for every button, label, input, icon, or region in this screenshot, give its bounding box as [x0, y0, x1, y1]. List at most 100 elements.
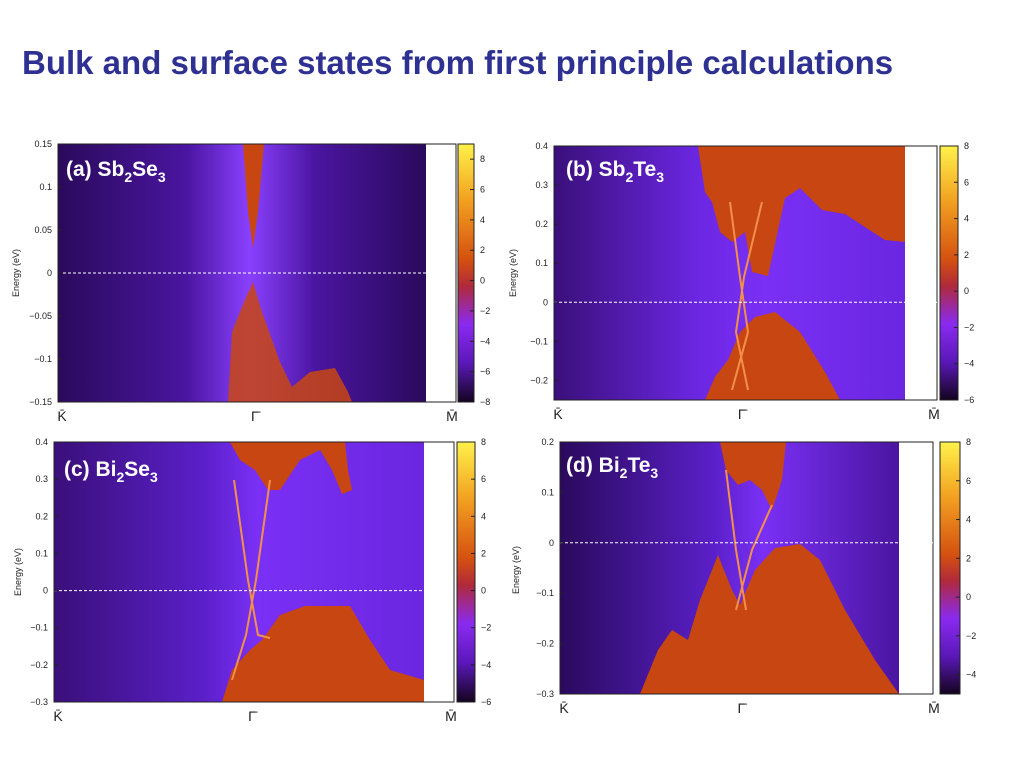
x-tick-label: Γ̄: [248, 708, 258, 724]
colorbar-tick-label: 4: [480, 215, 485, 225]
colorbar-tick-label: 2: [480, 245, 485, 255]
panel-d-bi2te3: 0.2 0.1 0 −0.1 −0.2 −0.3 Energy (eV) K̄ Γ̄ M̄ 8…: [511, 437, 976, 716]
y-tick-label: −0.1: [30, 623, 48, 633]
panel-a-sb2se3: 0.15 0.1 0.05 0 −0.05 −0.1 −0.15 Energy (eV) K…: [11, 139, 490, 424]
panel-d-plot: [560, 442, 933, 694]
y-tick-label: −0.3: [30, 697, 48, 707]
bulk-conduction-band: [230, 442, 352, 494]
y-tick-label: 0.15: [34, 139, 52, 149]
bulk-conduction-band: [720, 442, 786, 510]
x-tick-label: K̄: [53, 708, 63, 724]
colorbar-tick-label: −4: [964, 359, 974, 369]
y-tick-label: −0.2: [530, 375, 548, 385]
panel-c-y-axis: 0.4 0.3 0.2 0.1 0 −0.1 −0.2 −0.3: [30, 437, 58, 707]
colorbar-tick-label: 4: [481, 511, 486, 521]
colorbar-tick-label: 2: [964, 250, 969, 260]
panel-c-x-axis: K̄ Γ̄ M̄: [53, 708, 457, 724]
colorbar-tick-label: 8: [964, 141, 969, 151]
x-tick-label: K̄: [553, 406, 563, 422]
panel-d-y-label: Energy (eV): [511, 546, 521, 594]
y-tick-label: −0.05: [29, 311, 52, 321]
colorbar-tick-label: 0: [480, 276, 485, 286]
panel-b-colorbar: 8 6 4 2 0 −2 −4 −6: [939, 141, 974, 405]
y-tick-label: 0.2: [35, 511, 48, 521]
colorbar-tick-label: 6: [480, 185, 485, 195]
y-tick-label: −0.2: [536, 639, 554, 649]
y-tick-label: 0.2: [541, 437, 554, 447]
bulk-valence-band: [705, 312, 840, 400]
colorbar-tick-label: −2: [480, 306, 490, 316]
colorbar-tick-label: −4: [481, 660, 491, 670]
colorbar-tick-label: −8: [480, 397, 490, 407]
colorbar-gradient: [939, 145, 959, 401]
y-tick-label: −0.1: [34, 354, 52, 364]
bulk-conduction-band: [243, 144, 264, 248]
panel-a-y-label: Energy (eV): [11, 249, 21, 297]
y-tick-label: −0.3: [536, 689, 554, 699]
x-tick-label: Γ̄: [738, 700, 748, 716]
colorbar-tick-label: −2: [966, 631, 976, 641]
panel-b-label: (b) Sb2Te3: [566, 158, 664, 185]
colorbar-tick-label: 4: [964, 214, 969, 224]
colorbar-tick-label: −6: [480, 367, 490, 377]
colorbar-tick-label: 2: [481, 548, 486, 558]
panel-d-x-axis: K̄ Γ̄ M̄: [559, 700, 940, 716]
panel-c-bi2se3: 0.4 0.3 0.2 0.1 0 −0.1 −0.2 −0.3 Energy (eV) K̄…: [13, 437, 491, 724]
colorbar-tick-label: 8: [966, 437, 971, 447]
x-tick-label: M̄: [928, 700, 940, 716]
panel-a-x-axis: K̄ Γ̄ M̄: [57, 408, 458, 424]
y-tick-label: −0.1: [536, 588, 554, 598]
y-tick-label: 0.4: [535, 141, 548, 151]
colorbar-tick-label: −4: [966, 670, 976, 680]
panel-a-plot: [58, 144, 456, 402]
colorbar-gradient: [456, 441, 476, 703]
x-tick-label: M̄: [445, 708, 457, 724]
colorbar-tick-label: 8: [480, 154, 485, 164]
bulk-valence-band: [222, 606, 424, 702]
y-tick-label: 0: [47, 268, 52, 278]
colorbar-tick-label: 4: [966, 515, 971, 525]
x-tick-label: Γ̄: [251, 408, 261, 424]
y-tick-label: 0.3: [35, 474, 48, 484]
y-tick-label: 0.1: [541, 487, 554, 497]
y-tick-label: 0.1: [39, 182, 52, 192]
colorbar-tick-label: 8: [481, 437, 486, 447]
y-tick-label: 0.05: [34, 225, 52, 235]
y-tick-label: 0.1: [35, 548, 48, 558]
slide-title: Bulk and surface states from first princ…: [22, 44, 894, 81]
x-tick-label: Γ̄: [738, 406, 748, 422]
y-tick-label: 0: [43, 586, 48, 596]
y-tick-label: 0.3: [535, 180, 548, 190]
panel-b-x-axis: K̄ Γ̄ M̄: [553, 406, 940, 422]
x-tick-label: M̄: [446, 408, 458, 424]
panel-c-label: (c) Bi2Se3: [64, 458, 158, 485]
surface-state-dirac: [725, 469, 773, 611]
panel-d-y-axis: 0.2 0.1 0 −0.1 −0.2 −0.3: [536, 437, 564, 699]
panel-a-colorbar: 8 6 4 2 0 −2 −4 −6 −8: [457, 143, 490, 407]
colorbar-tick-label: −6: [481, 697, 491, 707]
colorbar-tick-label: 0: [966, 592, 971, 602]
x-tick-label: K̄: [559, 700, 569, 716]
panel-b-plot: [554, 146, 937, 400]
panel-d-colorbar: 8 6 4 2 0 −2 −4: [939, 437, 976, 695]
panel-c-plot: [54, 442, 454, 702]
colorbar-tick-label: 0: [481, 586, 486, 596]
colorbar-gradient: [939, 441, 961, 695]
panel-b-y-label: Energy (eV): [508, 249, 518, 297]
y-tick-label: −0.15: [29, 397, 52, 407]
colorbar-tick-label: 6: [966, 476, 971, 486]
bulk-conduction-band: [698, 146, 905, 276]
surface-state-dirac: [231, 479, 271, 681]
y-tick-label: 0: [543, 297, 548, 307]
x-tick-label: M̄: [928, 406, 940, 422]
bulk-valence-band: [228, 282, 352, 402]
colorbar-tick-label: −6: [964, 395, 974, 405]
panel-a-label: (a) Sb2Se3: [66, 158, 166, 185]
panel-d-label: (d) Bi2Te3: [566, 454, 658, 481]
colorbar-tick-label: −2: [481, 623, 491, 633]
y-tick-label: 0.1: [535, 258, 548, 268]
colorbar-tick-label: 0: [964, 286, 969, 296]
panel-b-sb2te3: 0.4 0.3 0.2 0.1 0 −0.1 −0.2 Energy (eV) K̄ Γ̄ M̄…: [508, 141, 974, 422]
colorbar-tick-label: −2: [964, 322, 974, 332]
colorbar-tick-label: 2: [966, 553, 971, 563]
